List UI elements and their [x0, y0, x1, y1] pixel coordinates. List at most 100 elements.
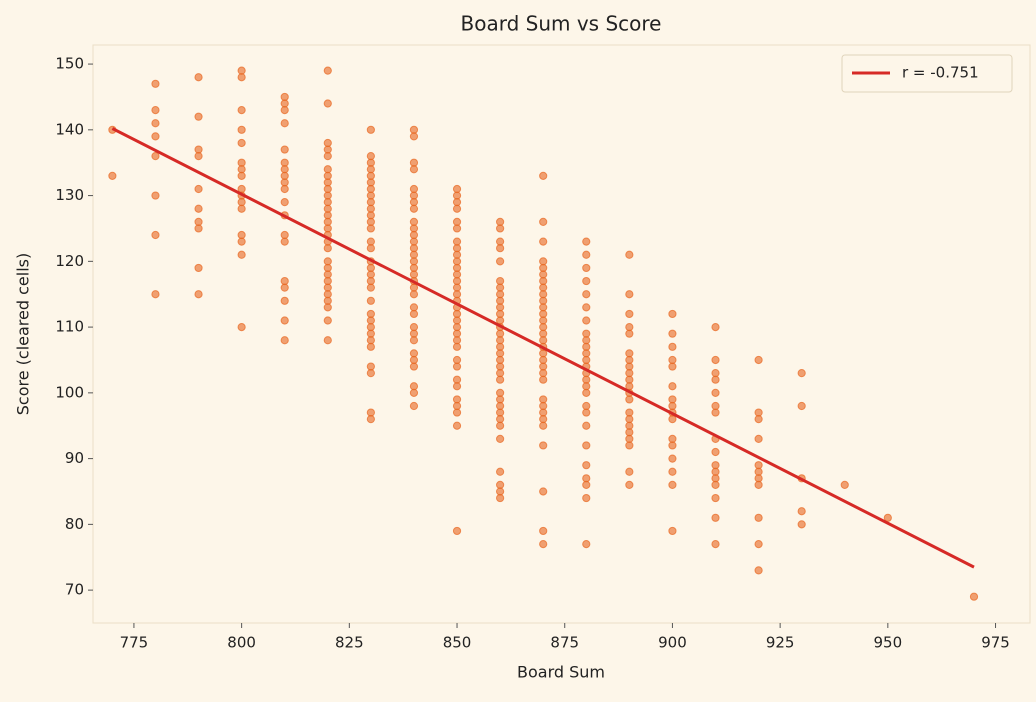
point [711, 408, 720, 417]
point [280, 283, 289, 292]
point [280, 145, 289, 154]
y-tick-label: 80 [65, 515, 84, 533]
point [237, 237, 246, 246]
x-axis-label: Board Sum [517, 663, 605, 682]
point [711, 513, 720, 522]
point [840, 480, 849, 490]
legend-box [841, 54, 1013, 93]
point [711, 447, 720, 457]
point [539, 487, 548, 496]
point [668, 329, 677, 338]
point [452, 526, 462, 536]
point [323, 244, 332, 253]
point [323, 336, 332, 345]
point [754, 513, 763, 522]
point [366, 369, 375, 378]
point [668, 480, 677, 490]
plot-area [92, 44, 1031, 624]
point [452, 382, 462, 391]
point [582, 290, 591, 299]
point [409, 309, 419, 319]
y-axis-label: Score (cleared cells) [14, 253, 33, 415]
y-tick-label: 150 [55, 55, 84, 73]
point [237, 171, 246, 180]
point [582, 493, 591, 503]
point [237, 138, 246, 148]
legend-label: r = -0.751 [902, 64, 979, 82]
point [797, 401, 806, 411]
point [539, 526, 548, 536]
point [409, 204, 419, 213]
point [496, 244, 505, 253]
point [754, 539, 763, 549]
point [151, 290, 160, 299]
point [754, 566, 763, 575]
point [280, 119, 289, 128]
x-tick-label: 850 [443, 634, 472, 652]
point [409, 165, 419, 174]
point [452, 204, 462, 213]
y-tick-label: 140 [55, 120, 84, 138]
point [237, 125, 246, 134]
point [754, 434, 763, 443]
point [194, 184, 203, 194]
point [625, 441, 634, 450]
point [280, 198, 289, 207]
point [366, 224, 375, 233]
point [366, 283, 375, 292]
x-tick-label: 900 [658, 634, 687, 652]
point [883, 513, 892, 522]
fit-line [111, 127, 975, 569]
point [151, 191, 160, 200]
point [539, 441, 548, 450]
x-tick-label: 975 [981, 634, 1010, 652]
y-tick-label: 130 [55, 186, 84, 204]
point [539, 217, 548, 226]
point [323, 99, 332, 108]
point [496, 224, 505, 233]
point [711, 388, 720, 397]
point [194, 204, 203, 213]
chart-title: Board Sum vs Score [461, 12, 662, 36]
point [668, 309, 677, 319]
point [582, 421, 591, 430]
point [323, 316, 332, 325]
point [280, 184, 289, 194]
point [323, 66, 332, 75]
point [539, 171, 548, 180]
point [452, 224, 462, 233]
x-tick-label: 950 [874, 634, 903, 652]
point [797, 369, 806, 378]
point [625, 329, 634, 338]
point [539, 539, 548, 549]
point [151, 152, 160, 161]
point [366, 125, 375, 134]
point [625, 395, 634, 404]
point [237, 73, 246, 82]
point [280, 105, 289, 115]
point [280, 237, 289, 246]
point [194, 224, 203, 233]
point [668, 342, 677, 351]
point [452, 421, 462, 430]
point [366, 342, 375, 351]
point [496, 467, 505, 476]
point [625, 467, 634, 476]
point [151, 230, 160, 240]
point [108, 171, 117, 180]
point [496, 493, 505, 503]
point [754, 415, 763, 424]
point [237, 250, 246, 259]
point [582, 303, 591, 312]
point [582, 250, 591, 259]
point [452, 362, 462, 371]
y-tick-label: 70 [65, 581, 84, 599]
point [452, 408, 462, 417]
point [151, 105, 160, 115]
point [194, 263, 203, 273]
point [280, 316, 289, 325]
point [194, 152, 203, 161]
point [452, 342, 462, 351]
point [237, 204, 246, 213]
